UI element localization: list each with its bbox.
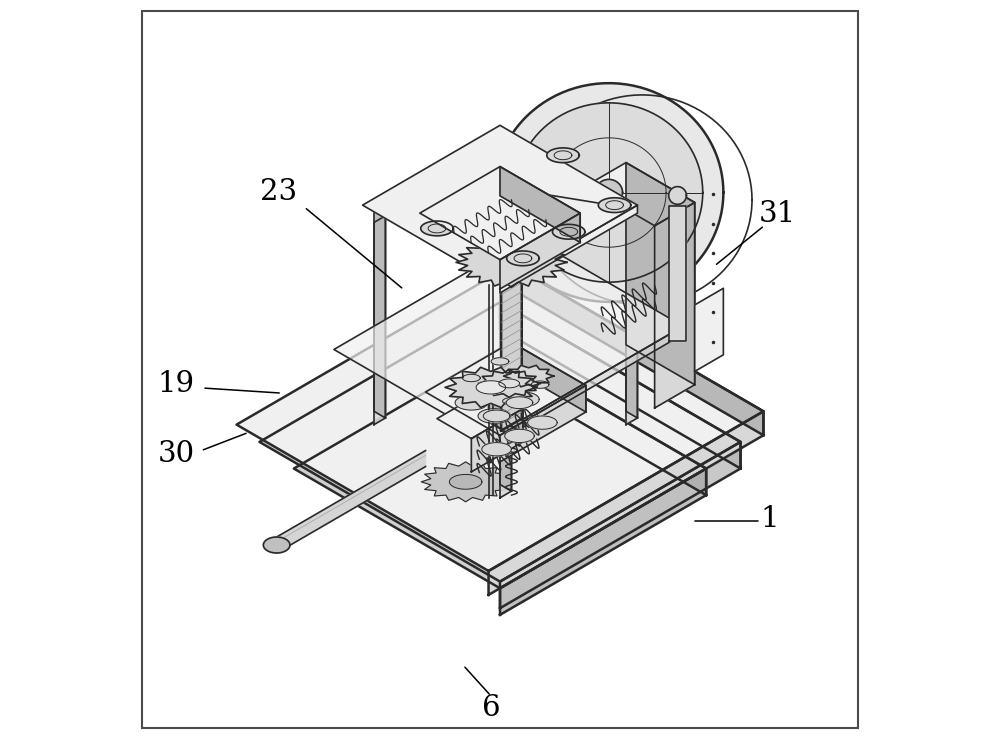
Polygon shape [334,236,683,439]
Polygon shape [445,367,537,407]
Polygon shape [528,416,557,429]
Polygon shape [500,442,741,608]
Text: 6: 6 [482,694,500,722]
Polygon shape [500,302,741,469]
Text: 23: 23 [260,178,297,206]
Polygon shape [507,251,539,266]
Polygon shape [500,166,580,242]
Polygon shape [363,126,637,285]
Polygon shape [500,213,580,289]
Polygon shape [595,180,623,205]
Polygon shape [507,392,539,406]
Polygon shape [483,410,510,422]
Polygon shape [626,209,637,418]
Polygon shape [420,166,580,259]
Polygon shape [505,429,534,443]
Polygon shape [482,443,511,456]
Polygon shape [472,231,531,253]
Polygon shape [500,349,706,495]
Polygon shape [626,216,637,425]
Polygon shape [456,237,567,287]
Polygon shape [277,451,426,553]
Polygon shape [500,386,586,462]
Polygon shape [476,381,506,394]
Polygon shape [531,381,549,388]
Polygon shape [501,230,522,431]
Polygon shape [455,395,488,410]
Polygon shape [449,474,482,489]
Polygon shape [695,288,723,372]
Polygon shape [494,84,723,302]
Polygon shape [500,469,706,615]
Polygon shape [586,163,695,226]
Polygon shape [669,187,686,204]
Polygon shape [669,206,686,341]
Polygon shape [552,225,585,239]
Polygon shape [547,148,579,163]
Polygon shape [237,265,763,571]
Polygon shape [626,163,695,385]
Polygon shape [500,282,511,491]
Polygon shape [478,370,540,398]
Polygon shape [491,358,509,365]
Polygon shape [426,342,586,435]
Polygon shape [484,378,516,393]
Polygon shape [511,342,586,412]
Polygon shape [500,289,511,498]
Polygon shape [471,409,523,472]
Polygon shape [294,349,706,588]
Text: 30: 30 [158,440,195,469]
Polygon shape [421,462,510,502]
Polygon shape [500,205,637,293]
Polygon shape [462,375,480,381]
Polygon shape [437,389,523,439]
Polygon shape [655,202,695,408]
Polygon shape [374,209,385,418]
Polygon shape [478,409,511,423]
Polygon shape [515,103,703,282]
Text: 1: 1 [760,505,779,533]
Polygon shape [500,136,511,345]
Polygon shape [500,143,511,352]
Polygon shape [259,302,741,582]
Polygon shape [511,265,763,435]
Polygon shape [421,221,453,236]
Polygon shape [263,537,290,553]
Polygon shape [489,389,523,442]
Polygon shape [489,326,683,447]
Polygon shape [506,397,533,409]
Polygon shape [598,198,631,213]
Polygon shape [499,379,520,388]
Text: 19: 19 [158,370,195,398]
Polygon shape [374,216,385,425]
Text: 31: 31 [759,200,796,228]
Polygon shape [489,412,763,595]
Polygon shape [504,365,554,386]
Polygon shape [503,398,520,405]
